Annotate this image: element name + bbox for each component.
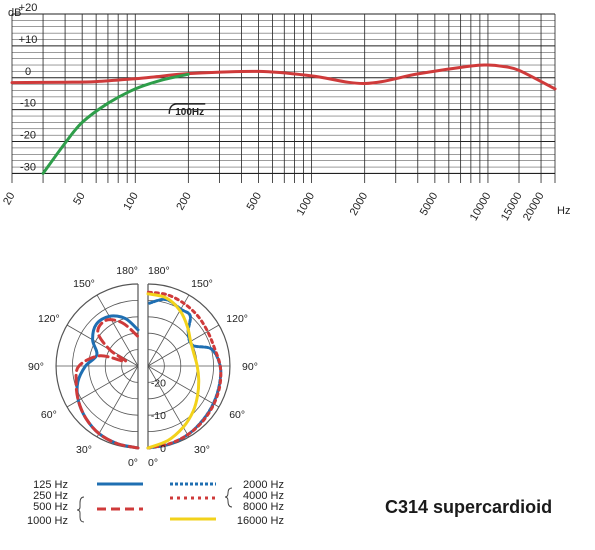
- polar-curve-250-1000hz: [74, 318, 140, 450]
- polar-angle-labels: 180° 180° 150° 150° 120° 120° 90° 90° 60° 60° 30° 3…: [28, 265, 258, 469]
- polar-angle-label-right: 120°: [226, 313, 248, 325]
- polar-spoke: [147, 365, 190, 438]
- legend-label-250hz: 250 Hz: [33, 490, 68, 502]
- polar-left-half: [55, 283, 140, 450]
- x-tick-label: 100: [121, 191, 141, 213]
- polar-angle-label-right: 0°: [148, 457, 158, 469]
- polar-angle-label-left: 60°: [41, 409, 57, 421]
- x-tick-label: 5000: [418, 191, 441, 218]
- polar-pattern-chart: 180° 180° 150° 150° 120° 120° 90° 90° 60° 60° 30° 3…: [28, 265, 258, 469]
- polar-spoke: [147, 324, 220, 367]
- polar-spoke: [147, 294, 190, 367]
- y-tick-labels: +20 +10 0 -10 -20 -30: [19, 2, 38, 173]
- x-axis-unit: Hz: [557, 205, 570, 217]
- x-tick-label: 20: [1, 191, 18, 208]
- legend-label-8000hz: 8000 Hz: [243, 501, 284, 513]
- polar-angle-label-right: 60°: [229, 409, 245, 421]
- frequency-curve: [10, 63, 557, 91]
- highpass-curve: [41, 72, 190, 175]
- polar-spoke: [66, 324, 139, 367]
- x-tick-label: 20000: [521, 191, 547, 223]
- legend: 125 Hz 250 Hz 500 Hz 1000 Hz 2000 Hz 400…: [27, 479, 284, 527]
- polar-angle-label-left: 180°: [116, 265, 138, 277]
- y-tick-label: -30: [20, 161, 36, 173]
- model-title: C314 supercardioid: [385, 497, 553, 517]
- polar-radial-label: -20: [151, 377, 166, 389]
- polar-radial-label: 0: [160, 443, 166, 455]
- y-tick-label: 0: [25, 66, 31, 78]
- polar-radial-labels: -20 -10 0: [151, 377, 166, 455]
- polar-angle-label-right: 150°: [191, 278, 213, 290]
- frequency-grid: [11, 13, 556, 183]
- highpass-marker: 100Hz: [168, 103, 206, 118]
- polar-angle-label-left: 0°: [128, 457, 138, 469]
- legend-brace-left: [76, 496, 85, 523]
- polar-angle-label-right: 30°: [194, 444, 210, 456]
- legend-brace-right: [224, 487, 233, 508]
- polar-spoke: [96, 294, 139, 367]
- x-tick-label: 2000: [348, 191, 371, 218]
- frequency-response-chart: +20 +10 0 -10 -20 -30 20 50 100 200 500 1000 2000 50…: [1, 2, 570, 223]
- polar-angle-label-left: 90°: [28, 361, 44, 373]
- x-tick-label: 15000: [499, 191, 525, 223]
- y-tick-label: -10: [20, 98, 36, 110]
- y-axis-label: dB: [8, 7, 21, 19]
- polar-curve-4000-8000hz: [146, 290, 223, 450]
- x-tick-label: 50: [71, 191, 88, 208]
- polar-radial-label: -10: [151, 410, 166, 422]
- polar-angle-label-right: 90°: [242, 361, 258, 373]
- legend-label-1000hz: 1000 Hz: [27, 515, 68, 527]
- frequency-series: [10, 63, 557, 175]
- x-tick-label: 1000: [295, 191, 318, 218]
- highpass-filter-icon: [168, 103, 206, 114]
- polar-angle-label-left: 150°: [73, 278, 95, 290]
- x-tick-label: 500: [245, 191, 265, 213]
- legend-label-4000hz: 4000 Hz: [243, 490, 284, 502]
- legend-label-16000hz: 16000 Hz: [237, 515, 284, 527]
- x-tick-label: 200: [174, 191, 194, 213]
- legend-label-500hz: 500 Hz: [33, 501, 68, 513]
- polar-angle-label-left: 30°: [76, 444, 92, 456]
- polar-right-half: [146, 283, 231, 450]
- y-tick-label: -20: [20, 130, 36, 142]
- highpass-annotation: 100Hz: [175, 107, 204, 118]
- x-tick-label: 10000: [468, 191, 494, 223]
- polar-spoke: [147, 365, 220, 408]
- legend-label-125hz: 125 Hz: [33, 479, 68, 491]
- legend-label-2000hz: 2000 Hz: [243, 479, 284, 491]
- polar-spoke: [96, 365, 139, 438]
- polar-angle-label-right: 180°: [148, 265, 170, 277]
- polar-angle-label-left: 120°: [38, 313, 60, 325]
- y-tick-label: +20: [19, 2, 38, 14]
- y-tick-label: +10: [19, 34, 38, 46]
- polar-curve-16000hz: [146, 292, 201, 450]
